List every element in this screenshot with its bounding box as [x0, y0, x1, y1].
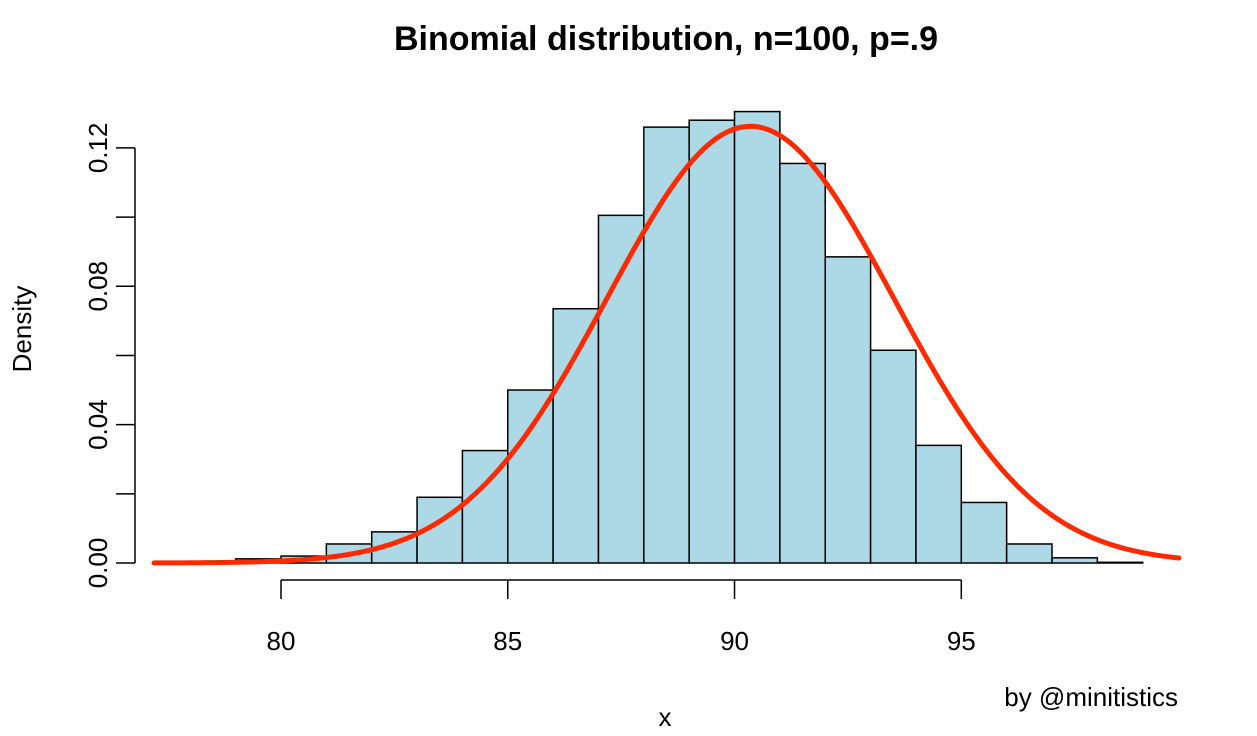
x-tick-label: 80 — [267, 626, 296, 656]
y-tick-label: 0.12 — [83, 123, 113, 174]
bars-group — [189, 110, 1144, 564]
histogram-bar — [869, 349, 917, 564]
histogram-bar — [779, 162, 826, 564]
histogram-bar — [733, 110, 781, 564]
histogram-bar — [552, 307, 600, 564]
y-tick-label: 0.08 — [83, 261, 113, 312]
y-axis-label: Density — [7, 286, 37, 373]
histogram-bar — [688, 119, 736, 564]
histogram-bar — [507, 389, 554, 564]
x-axis: 80 85 90 95 — [267, 579, 976, 656]
histogram-bar — [1096, 561, 1144, 564]
histogram-bar — [915, 444, 963, 564]
histogram-bar — [1051, 557, 1099, 564]
x-tick-label: 90 — [720, 626, 749, 656]
density-curve-line — [151, 123, 1182, 566]
y-axis: 0.00 0.04 0.08 0.12 — [83, 123, 136, 589]
x-tick-label: 85 — [493, 626, 522, 656]
credit-text: by @minitistics — [1004, 682, 1178, 712]
chart-title: Binomial distribution, n=100, p=.9 — [394, 20, 938, 58]
x-axis-label: x — [659, 702, 672, 732]
x-tick-label: 95 — [947, 626, 976, 656]
histogram-bar — [824, 256, 872, 564]
y-tick-label: 0.04 — [83, 399, 113, 450]
histogram-bar — [1005, 543, 1053, 564]
y-tick-label: 0.00 — [83, 538, 113, 589]
histogram-bar — [960, 501, 1008, 564]
